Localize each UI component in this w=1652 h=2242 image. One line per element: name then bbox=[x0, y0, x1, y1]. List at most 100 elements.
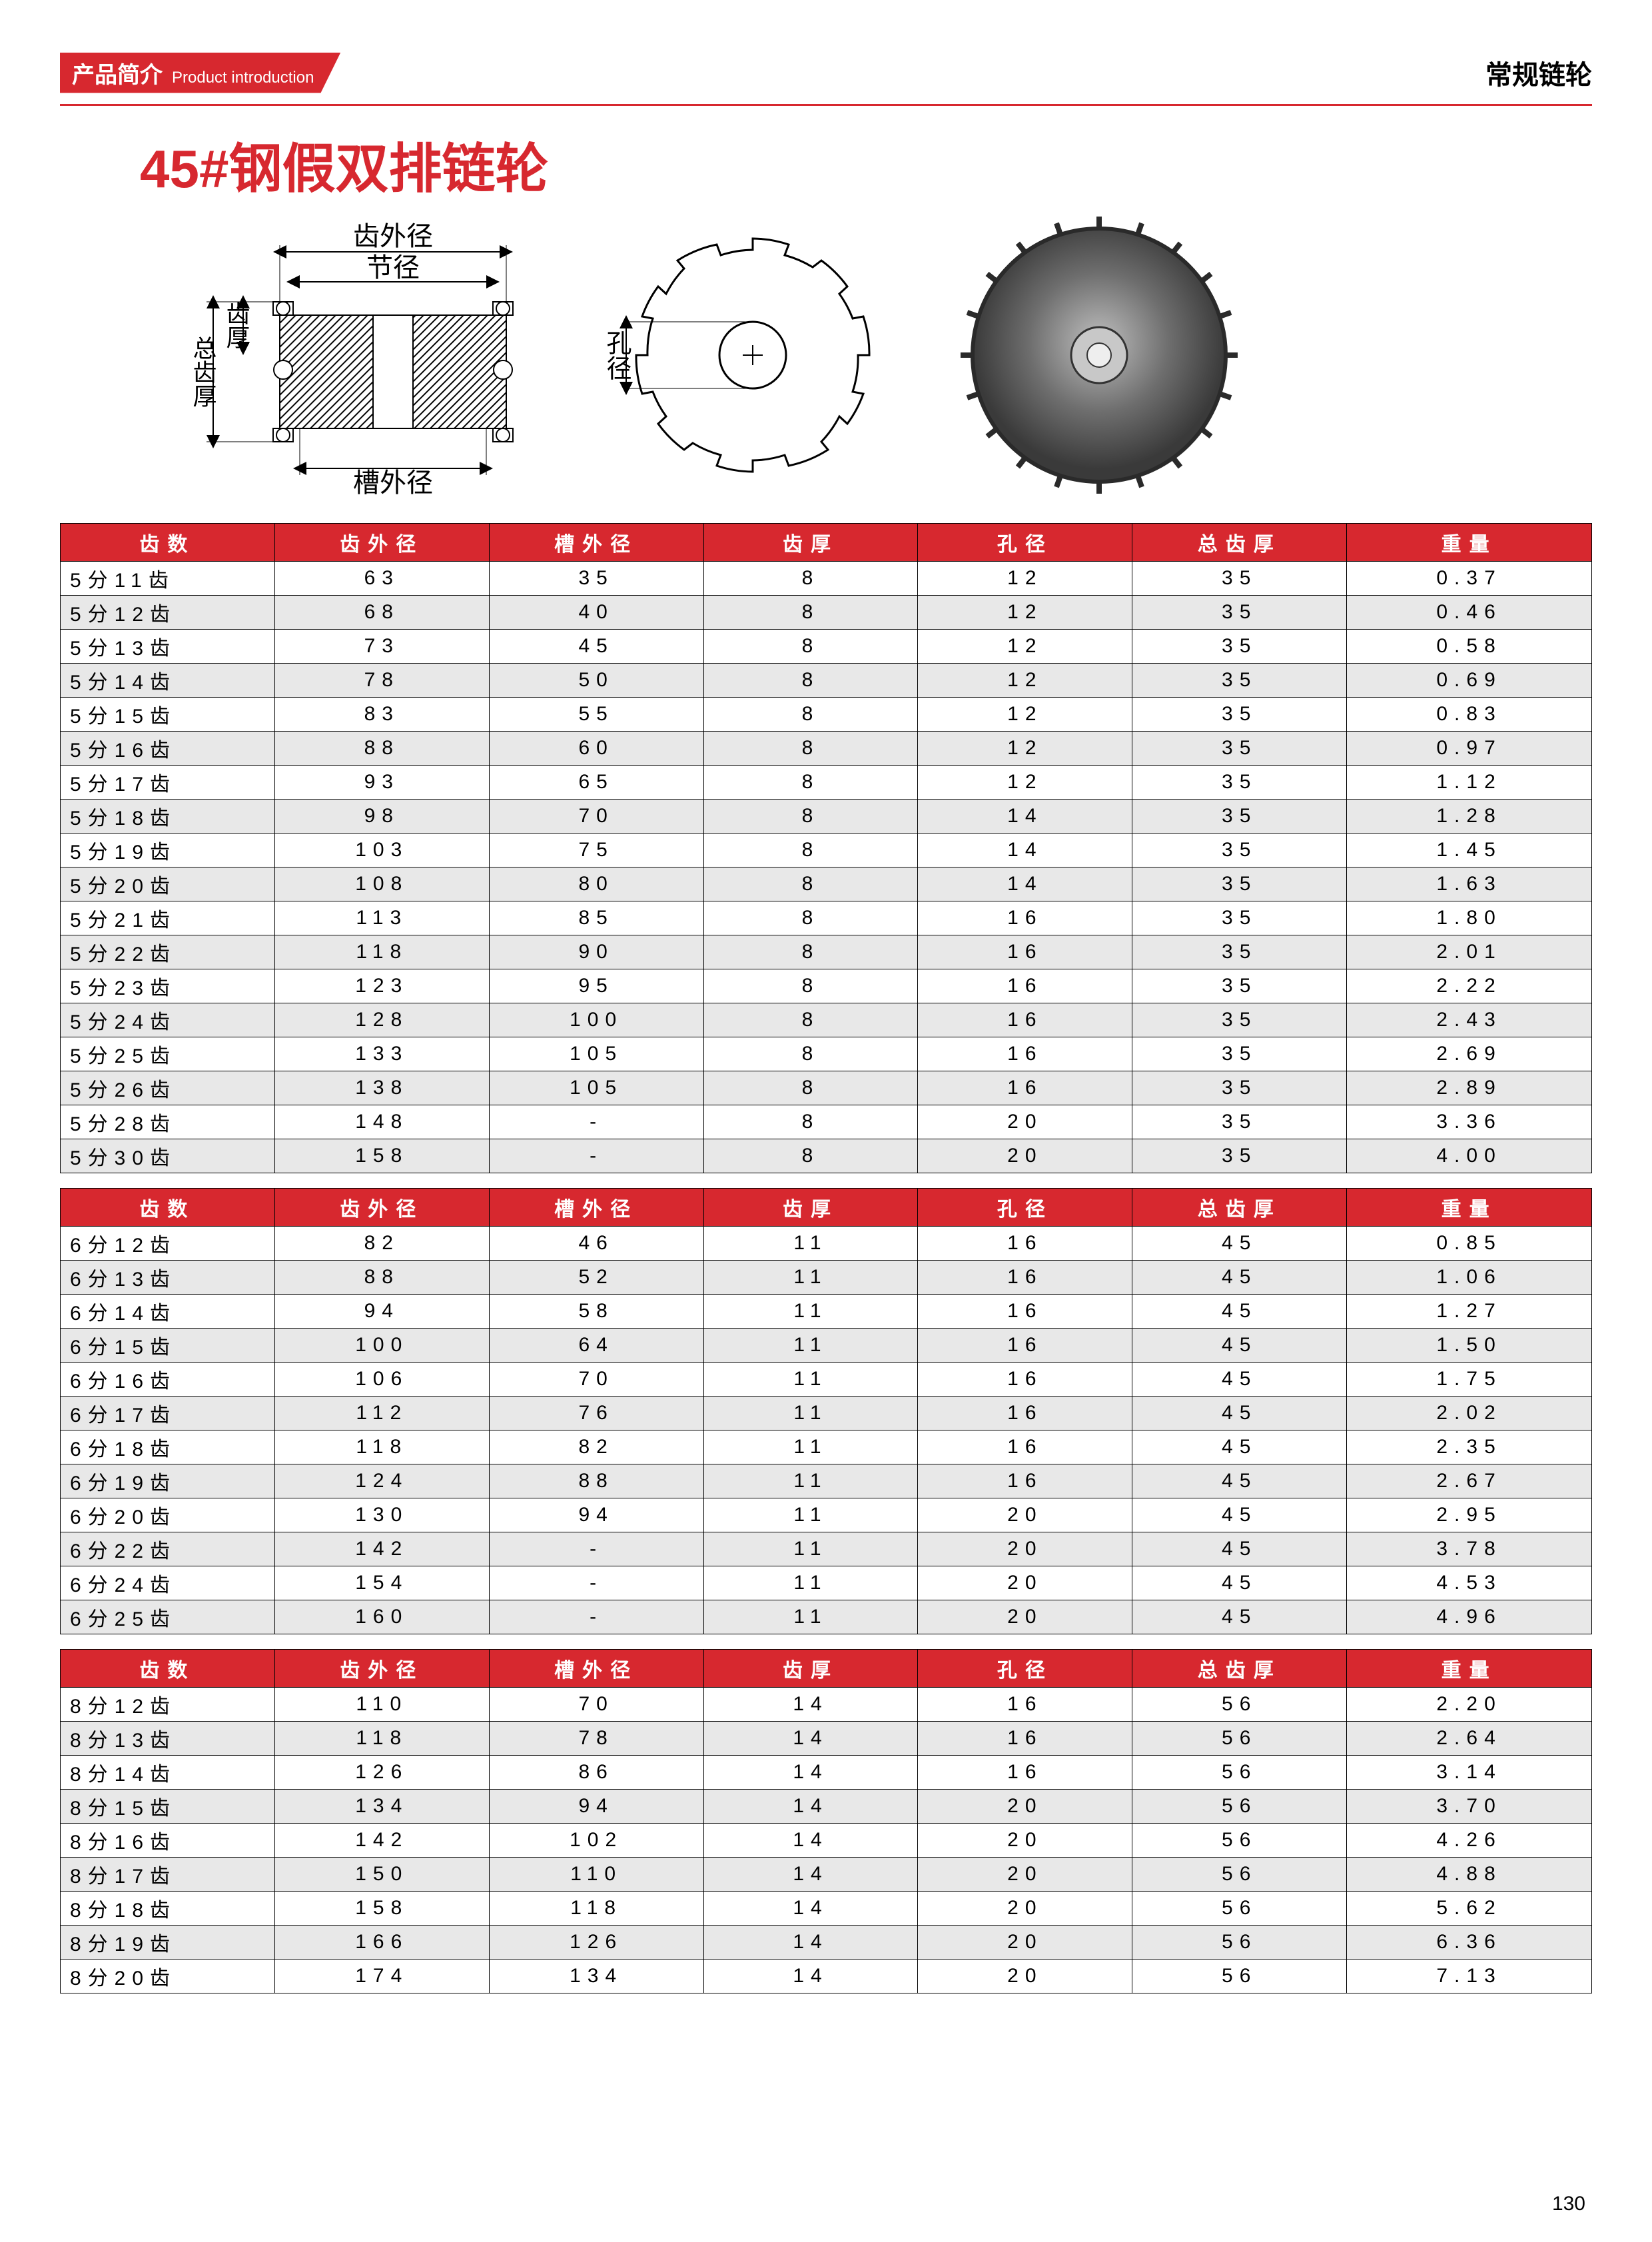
cell: 5分30齿 bbox=[61, 1139, 275, 1173]
table-row: 6分12齿82461116450.85 bbox=[61, 1227, 1592, 1261]
cell: 35 bbox=[1132, 1003, 1347, 1037]
cell: 166 bbox=[274, 1926, 489, 1960]
cell: 8 bbox=[703, 901, 918, 935]
cell: 20 bbox=[918, 1824, 1132, 1858]
col-thick: 齿厚 bbox=[703, 524, 918, 562]
cell: 88 bbox=[489, 1464, 703, 1498]
cell: 0.69 bbox=[1347, 664, 1592, 698]
table-body: 5分11齿6335812350.375分12齿6840812350.465分13… bbox=[61, 562, 1592, 1173]
cell: 134 bbox=[274, 1790, 489, 1824]
cell: 60 bbox=[489, 732, 703, 766]
cell: 8分20齿 bbox=[61, 1960, 275, 1993]
cell: 8分15齿 bbox=[61, 1790, 275, 1824]
banner-cn: 产品简介 bbox=[72, 57, 163, 89]
cell: 103 bbox=[274, 834, 489, 867]
cell: 106 bbox=[274, 1363, 489, 1397]
cell: 88 bbox=[274, 1261, 489, 1295]
cell: 70 bbox=[489, 1363, 703, 1397]
cell: 14 bbox=[918, 867, 1132, 901]
cell: 8 bbox=[703, 732, 918, 766]
cell: 45 bbox=[1132, 1532, 1347, 1566]
cell: 14 bbox=[703, 1756, 918, 1790]
cell: 2.22 bbox=[1347, 969, 1592, 1003]
cell: 16 bbox=[918, 1722, 1132, 1756]
label-thick: 齿厚 bbox=[223, 301, 250, 349]
cell: 16 bbox=[918, 1295, 1132, 1329]
cell: 35 bbox=[1132, 901, 1347, 935]
cell: 5分13齿 bbox=[61, 630, 275, 664]
col-total: 总齿厚 bbox=[1132, 524, 1347, 562]
cell: 8分13齿 bbox=[61, 1722, 275, 1756]
cell: 45 bbox=[1132, 1430, 1347, 1464]
cell: 16 bbox=[918, 1397, 1132, 1430]
cell: 158 bbox=[274, 1892, 489, 1926]
cell: 45 bbox=[1132, 1498, 1347, 1532]
table-row: 5分26齿138105816352.89 bbox=[61, 1071, 1592, 1105]
cell: 2.95 bbox=[1347, 1498, 1592, 1532]
cell: 20 bbox=[918, 1532, 1132, 1566]
cell: 5分11齿 bbox=[61, 562, 275, 596]
cell: 6分12齿 bbox=[61, 1227, 275, 1261]
cell: 3.70 bbox=[1347, 1790, 1592, 1824]
cell: 158 bbox=[274, 1139, 489, 1173]
cell: - bbox=[489, 1600, 703, 1634]
cell: 56 bbox=[1132, 1722, 1347, 1756]
table-row: 5分15齿8355812350.83 bbox=[61, 698, 1592, 732]
cell: 3.14 bbox=[1347, 1756, 1592, 1790]
label-bore: 孔径 bbox=[602, 330, 631, 380]
cell: 5.62 bbox=[1347, 1892, 1592, 1926]
cell: 35 bbox=[1132, 1037, 1347, 1071]
cell: 113 bbox=[274, 901, 489, 935]
cell: 5分18齿 bbox=[61, 800, 275, 834]
cell: 85 bbox=[489, 901, 703, 935]
cell: 56 bbox=[1132, 1790, 1347, 1824]
cell: 35 bbox=[1132, 935, 1347, 969]
cell: 20 bbox=[918, 1600, 1132, 1634]
cell: 45 bbox=[1132, 1397, 1347, 1430]
table-row: 5分13齿7345812350.58 bbox=[61, 630, 1592, 664]
cell: 45 bbox=[1132, 1600, 1347, 1634]
cell: 11 bbox=[703, 1498, 918, 1532]
cell: 8 bbox=[703, 1003, 918, 1037]
cell: 8分14齿 bbox=[61, 1756, 275, 1790]
cell: 118 bbox=[274, 1430, 489, 1464]
cell: 16 bbox=[918, 1363, 1132, 1397]
cell: 11 bbox=[703, 1295, 918, 1329]
cell: 14 bbox=[703, 1926, 918, 1960]
cell: 133 bbox=[274, 1037, 489, 1071]
cell: 6分20齿 bbox=[61, 1498, 275, 1532]
cell: 3.36 bbox=[1347, 1105, 1592, 1139]
cell: 5分24齿 bbox=[61, 1003, 275, 1037]
cell: 2.67 bbox=[1347, 1464, 1592, 1498]
table-row: 8分20齿1741341420567.13 bbox=[61, 1960, 1592, 1993]
cell: 35 bbox=[1132, 834, 1347, 867]
cell: 16 bbox=[918, 1329, 1132, 1363]
cell: 11 bbox=[703, 1261, 918, 1295]
cell: 6分13齿 bbox=[61, 1261, 275, 1295]
table-row: 6分15齿100641116451.50 bbox=[61, 1329, 1592, 1363]
cell: 20 bbox=[918, 1926, 1132, 1960]
cell: 6分25齿 bbox=[61, 1600, 275, 1634]
cell: 0.83 bbox=[1347, 698, 1592, 732]
cell: 0.46 bbox=[1347, 596, 1592, 630]
product-title: 45#钢假双排链轮 bbox=[60, 126, 1592, 203]
cell: 45 bbox=[1132, 1329, 1347, 1363]
sprocket-outline-diagram: 孔径 bbox=[593, 215, 886, 498]
table-row: 5分24齿128100816352.43 bbox=[61, 1003, 1592, 1037]
spec-table-6fen: 齿数 齿外径 槽外径 齿厚 孔径 总齿厚 重量 6分12齿82461116450… bbox=[60, 1188, 1592, 1634]
cell: 70 bbox=[489, 800, 703, 834]
cell: 94 bbox=[489, 1790, 703, 1824]
cell: 118 bbox=[489, 1892, 703, 1926]
cell: 35 bbox=[1132, 596, 1347, 630]
cell: 126 bbox=[489, 1926, 703, 1960]
cell: 12 bbox=[918, 732, 1132, 766]
cell: 50 bbox=[489, 664, 703, 698]
col-wt: 重量 bbox=[1347, 1650, 1592, 1688]
col-wt: 重量 bbox=[1347, 524, 1592, 562]
cell: 56 bbox=[1132, 1824, 1347, 1858]
spec-table-8fen: 齿数 齿外径 槽外径 齿厚 孔径 总齿厚 重量 8分12齿11070141656… bbox=[60, 1649, 1592, 1993]
cell: 5分12齿 bbox=[61, 596, 275, 630]
cell: 16 bbox=[918, 935, 1132, 969]
cell: 20 bbox=[918, 1498, 1132, 1532]
table-row: 8分15齿134941420563.70 bbox=[61, 1790, 1592, 1824]
